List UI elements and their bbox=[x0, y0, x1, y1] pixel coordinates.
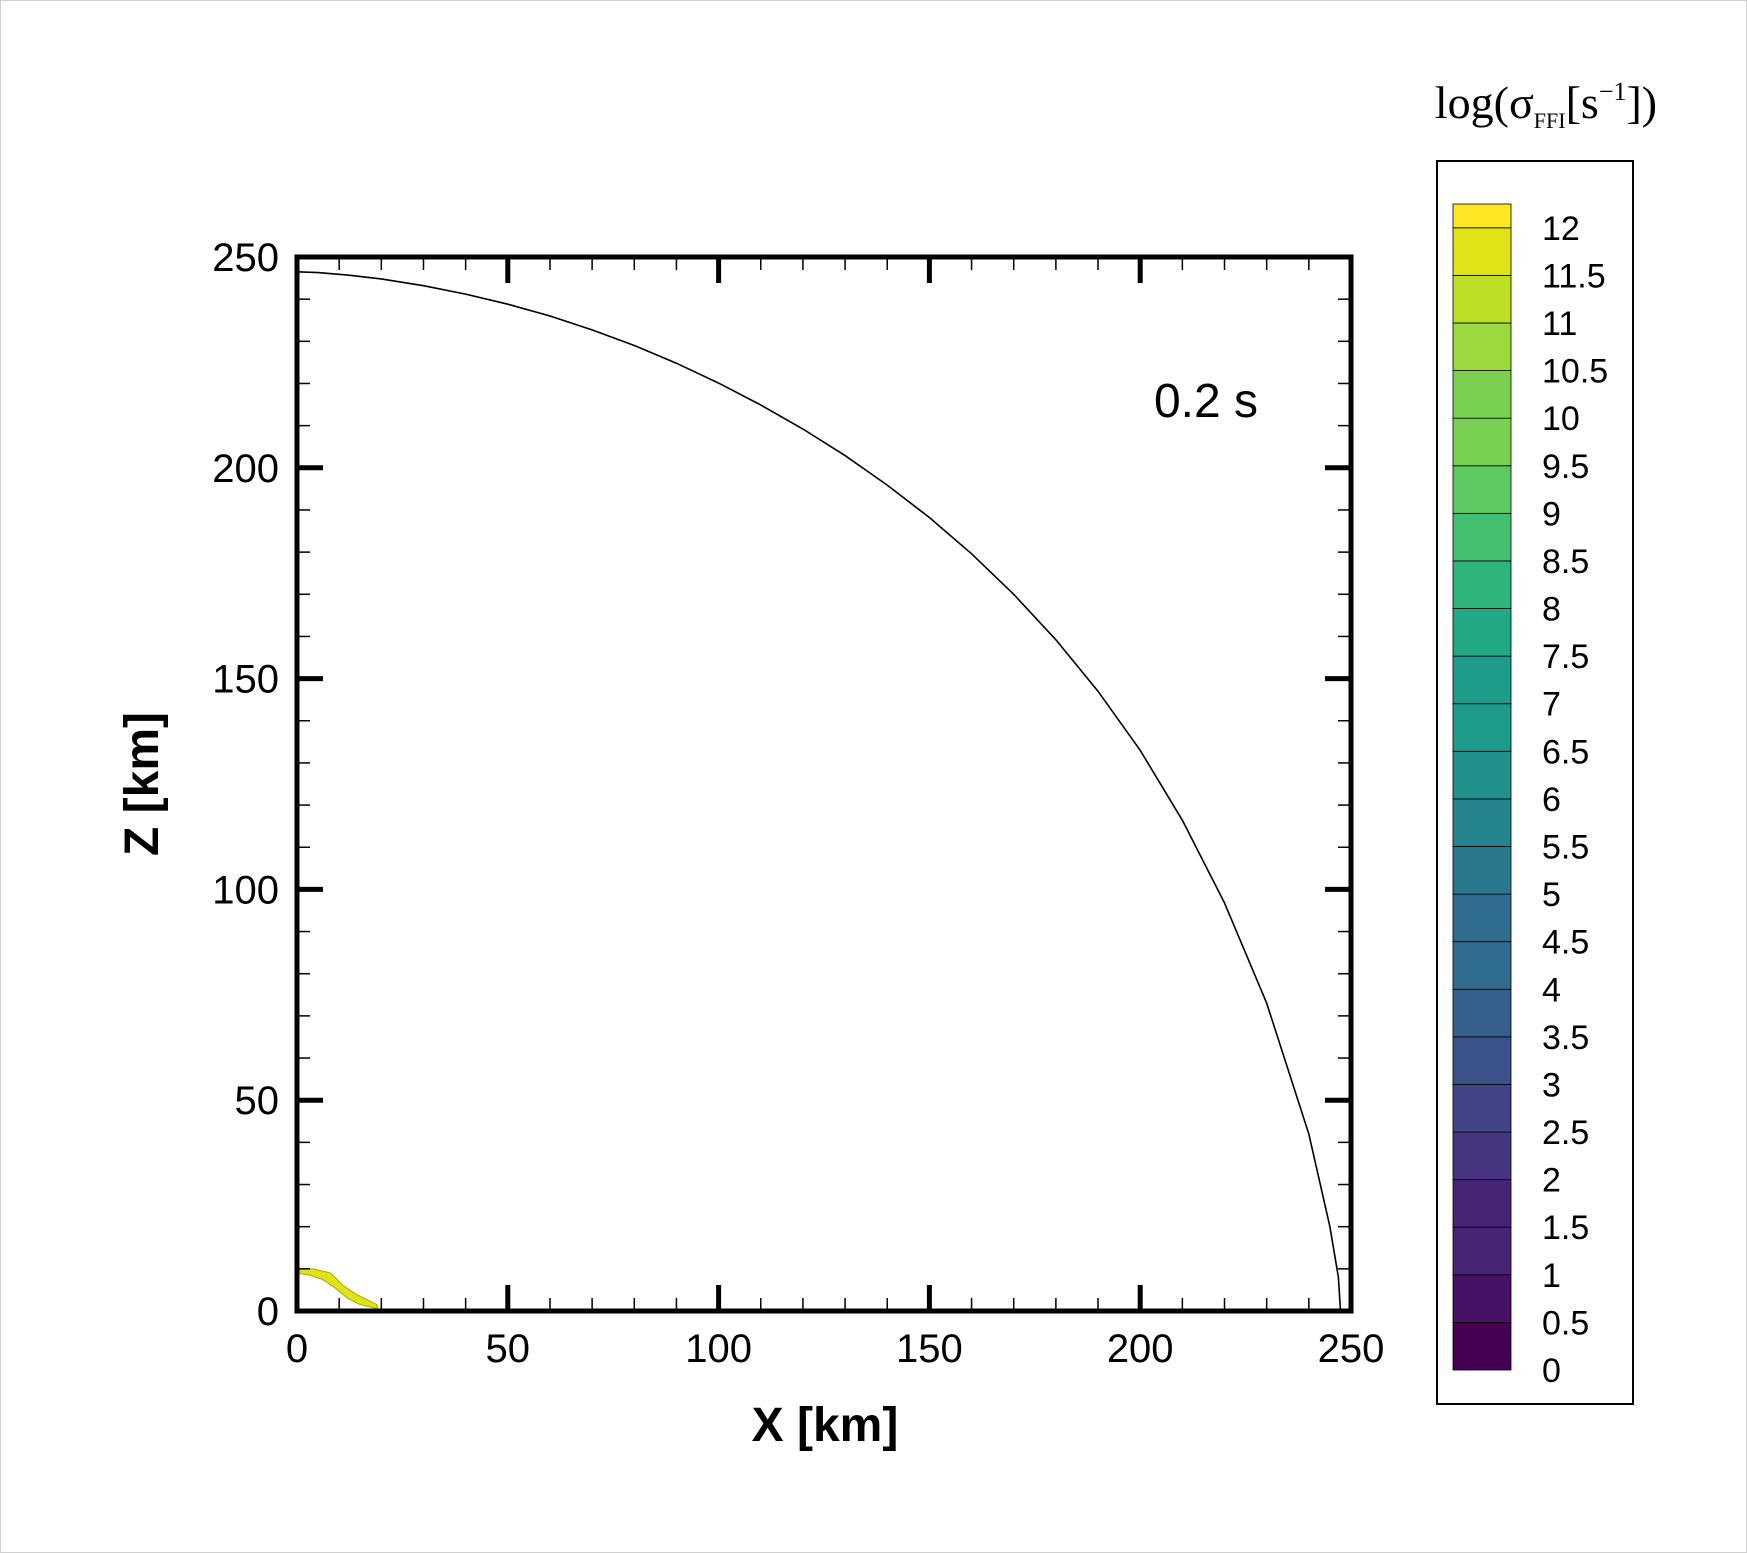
colorbar-swatch bbox=[1452, 465, 1512, 514]
colorbar-swatch bbox=[1452, 703, 1512, 752]
colorbar-swatch bbox=[1452, 1274, 1512, 1323]
colorbar-swatch bbox=[1452, 227, 1512, 276]
y-tick-label: 200 bbox=[212, 447, 279, 491]
colorbar-label: 10.5 bbox=[1542, 353, 1608, 391]
colorbar-swatch bbox=[1452, 322, 1512, 371]
colorbar-swatch bbox=[1452, 1036, 1512, 1085]
colorbar-label: 6 bbox=[1542, 781, 1561, 819]
colorbar-swatch bbox=[1452, 274, 1512, 324]
y-tick-label: 150 bbox=[212, 658, 279, 702]
colorbar-title-sub: FFI bbox=[1534, 108, 1566, 133]
boundary-curve bbox=[297, 271, 1342, 1311]
colorbar-label: 0 bbox=[1542, 1352, 1561, 1390]
colorbar-swatch bbox=[1452, 608, 1512, 657]
colorbar-label: 3.5 bbox=[1542, 1019, 1589, 1057]
colorbar-swatch bbox=[1452, 417, 1512, 467]
colorbar-swatch bbox=[1452, 1179, 1512, 1228]
x-axis-title: X [km] bbox=[752, 1399, 899, 1452]
colorbar-label: 6.5 bbox=[1542, 733, 1589, 771]
x-tick-labels: 0 50 100 150 200 250 bbox=[286, 1327, 1385, 1371]
colorbar-swatch bbox=[1452, 1084, 1512, 1133]
x-tick-label: 200 bbox=[1107, 1327, 1174, 1371]
x-tick-label: 250 bbox=[1318, 1327, 1385, 1371]
plot-frame bbox=[294, 254, 1354, 1314]
colorbar-swatch bbox=[1452, 203, 1512, 229]
colorbar-label: 12 bbox=[1542, 210, 1580, 248]
x-tick-label: 0 bbox=[286, 1327, 308, 1371]
colorbar-label: 11.5 bbox=[1542, 257, 1606, 295]
y-axis-title: Z [km] bbox=[116, 712, 169, 856]
colorbar-swatch bbox=[1452, 750, 1512, 800]
colorbar-label: 1.5 bbox=[1542, 1209, 1589, 1247]
colorbar-title-close: ]) bbox=[1626, 77, 1657, 128]
colored-region-layer bbox=[297, 1268, 378, 1310]
colorbar-title-unit: [s bbox=[1566, 77, 1599, 128]
colorbar-label: 8.5 bbox=[1542, 543, 1589, 581]
colorbar-title-pre: log(σ bbox=[1435, 77, 1534, 128]
colorbar-swatch bbox=[1452, 846, 1512, 895]
boundary-curve-layer bbox=[297, 271, 1342, 1311]
y-tick-label: 100 bbox=[212, 868, 279, 912]
colorbar-swatch bbox=[1452, 512, 1512, 562]
time-annotation: 0.2 s bbox=[1154, 375, 1258, 428]
colorbar-swatch bbox=[1452, 893, 1512, 943]
colorbar-swatch bbox=[1452, 798, 1512, 847]
colorbar-label: 7 bbox=[1542, 686, 1561, 724]
colorbar-swatch bbox=[1452, 941, 1512, 990]
x-tick-label: 50 bbox=[486, 1327, 531, 1371]
contour-region bbox=[297, 1268, 378, 1310]
colorbar-label: 0.5 bbox=[1542, 1304, 1589, 1342]
colorbar-title: log(σFFI[s−1]) bbox=[1435, 77, 1657, 133]
colorbar-swatch bbox=[1452, 988, 1512, 1038]
colorbar-label: 4.5 bbox=[1542, 924, 1589, 962]
colorbar-label: 11 bbox=[1542, 305, 1577, 343]
colorbar-label: 9 bbox=[1542, 495, 1561, 533]
x-tick-label: 100 bbox=[685, 1327, 752, 1371]
colorbar-label: 7.5 bbox=[1542, 638, 1589, 676]
colorbar-swatch bbox=[1452, 370, 1512, 419]
colorbar-label: 9.5 bbox=[1542, 448, 1589, 486]
colorbar-label: 2.5 bbox=[1542, 1114, 1589, 1152]
colorbar-label: 3 bbox=[1542, 1066, 1561, 1104]
y-tick-label: 250 bbox=[212, 236, 279, 280]
y-tick-label: 50 bbox=[235, 1079, 280, 1123]
plot-background bbox=[297, 257, 1351, 1311]
colorbar-label: 1 bbox=[1542, 1257, 1561, 1295]
colorbar-title-sup: −1 bbox=[1599, 77, 1627, 106]
colorbar-swatch bbox=[1452, 1226, 1512, 1276]
colorbar-label: 10 bbox=[1542, 400, 1580, 438]
colorbar-label: 5.5 bbox=[1542, 828, 1589, 866]
colorbar-swatch bbox=[1452, 560, 1512, 609]
colorbar-label: 4 bbox=[1542, 971, 1561, 1009]
colorbar-label: 5 bbox=[1542, 876, 1561, 914]
colorbar-label: 2 bbox=[1542, 1162, 1561, 1200]
colorbar-swatch bbox=[1452, 1322, 1512, 1371]
colorbar-label: 8 bbox=[1542, 591, 1561, 629]
colorbar-swatch bbox=[1452, 1131, 1512, 1181]
colorbar-swatches bbox=[1452, 203, 1512, 1371]
colorbar-labels: 00.511.522.533.544.555.566.577.588.599.5… bbox=[1542, 210, 1608, 1390]
y-tick-labels: 0 50 100 150 200 250 bbox=[212, 236, 279, 1334]
y-tick-label: 0 bbox=[257, 1290, 279, 1334]
x-tick-label: 150 bbox=[896, 1327, 963, 1371]
colorbar-swatch bbox=[1452, 655, 1512, 705]
